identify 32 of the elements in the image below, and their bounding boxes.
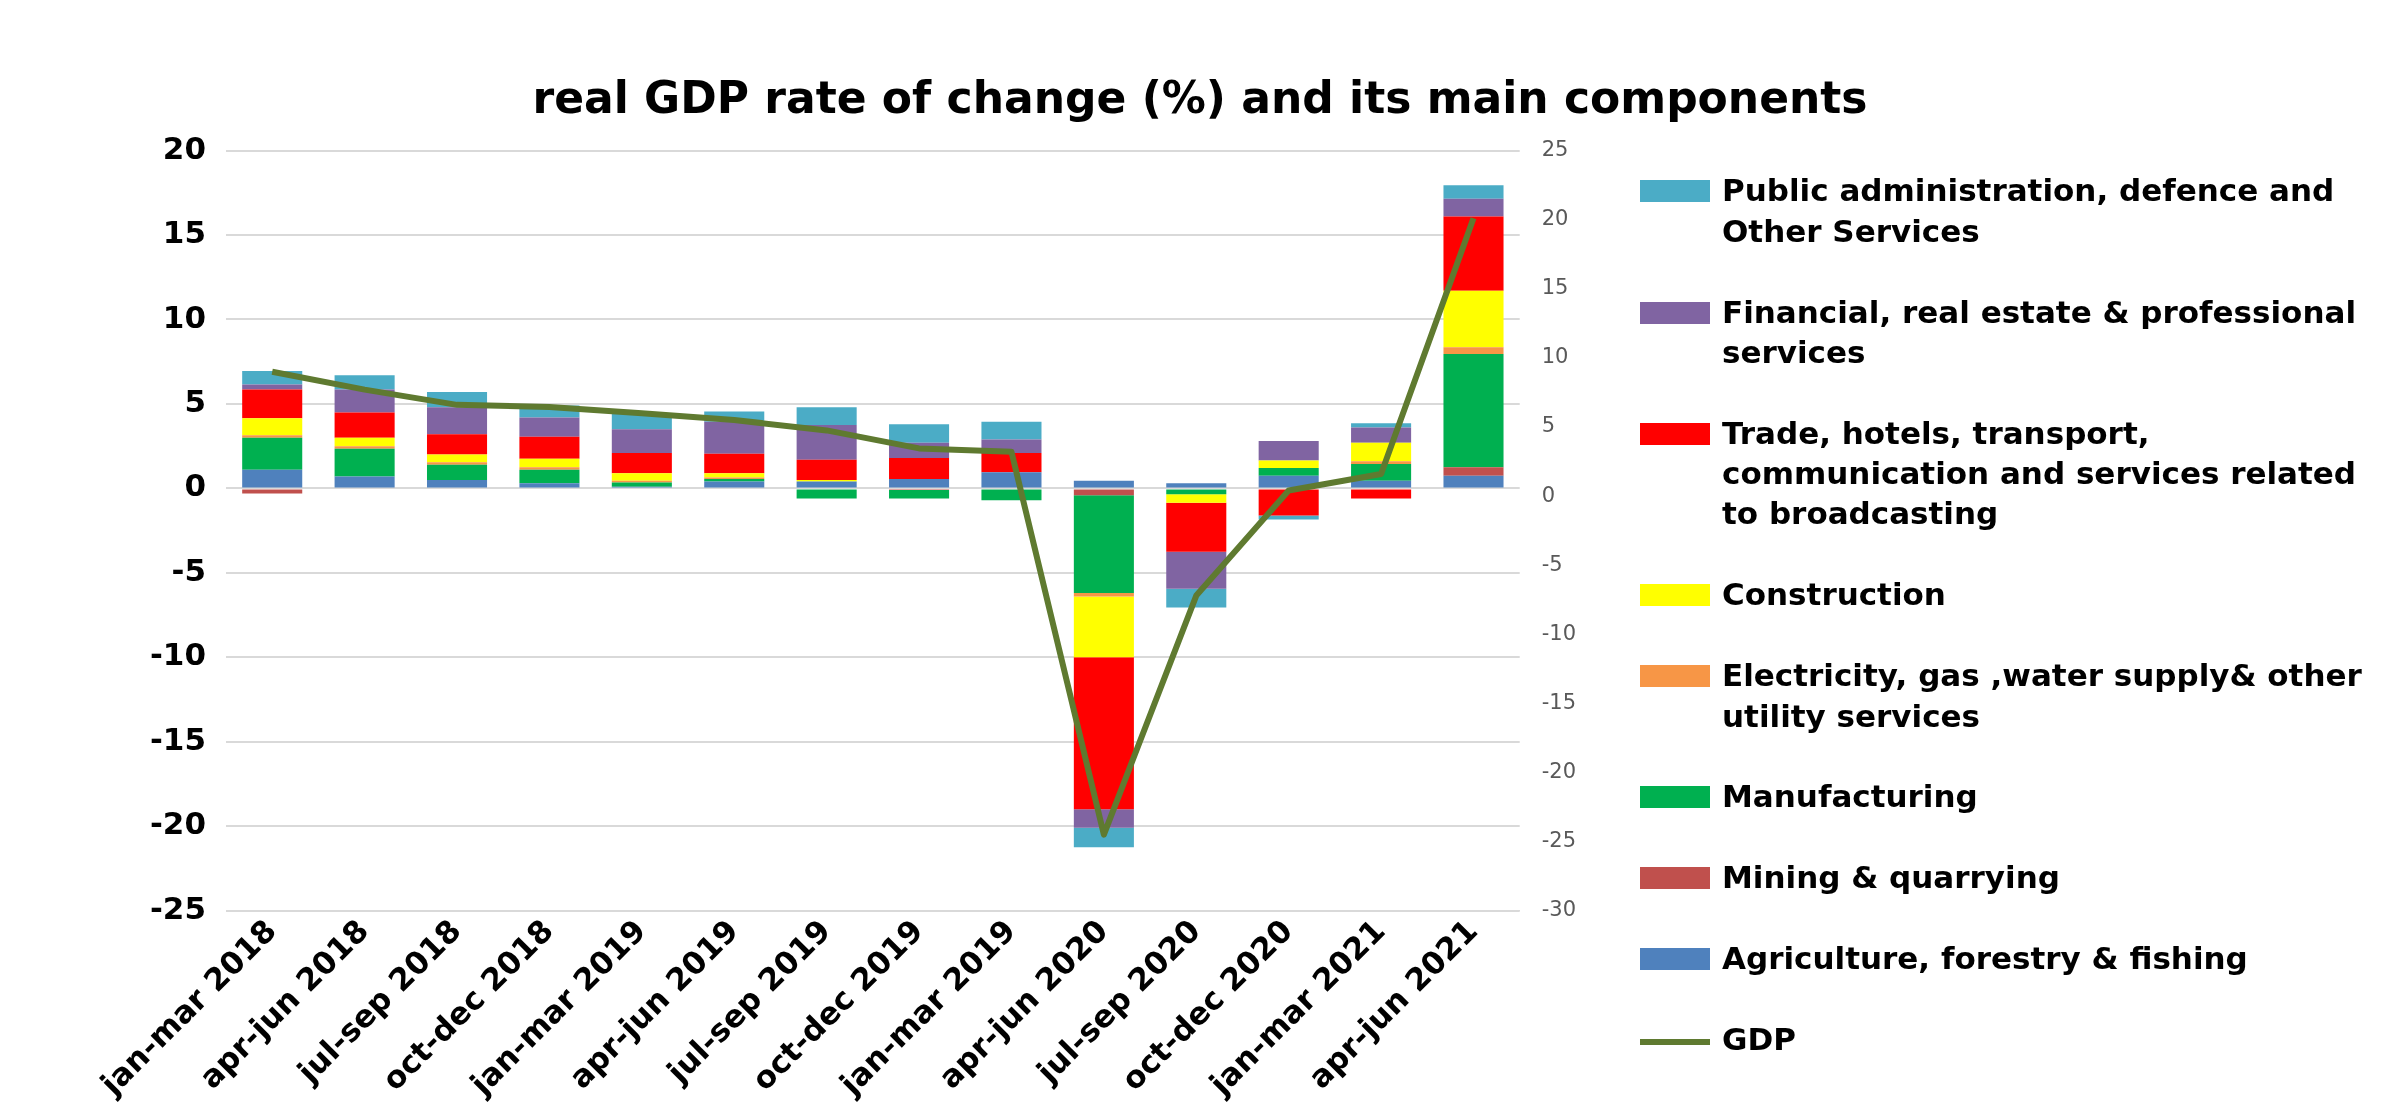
y2-tick-label: -15 (1541, 689, 1577, 714)
legend-label: Public administration, defence and Other Services (1722, 171, 2336, 251)
y2-tick-label: -30 (1541, 897, 1577, 922)
y2-tick-label: 15 (1541, 275, 1569, 300)
legend-label: GDP (1722, 1020, 1796, 1060)
legend-label: Manufacturing (1722, 777, 1978, 817)
y2-tick-label: 20 (1541, 206, 1569, 231)
y-tick-label: -15 (149, 720, 207, 757)
legend-label: Construction (1722, 575, 1946, 615)
y-tick-label: -25 (149, 889, 207, 926)
y2-tick-label: -10 (1541, 620, 1577, 645)
y-tick-label: 10 (162, 298, 207, 335)
y2-tick-label: 0 (1541, 482, 1556, 507)
y-tick-label: 15 (162, 214, 207, 251)
legend-label: Mining & quarrying (1722, 858, 2060, 898)
y-tick-label: 5 (184, 382, 207, 419)
chart-title: real GDP rate of change (%) and its main components (531, 72, 1869, 123)
y2-tick-label: -25 (1541, 827, 1577, 852)
y-tick-label: 0 (184, 467, 207, 504)
y-tick-label: -20 (149, 805, 207, 842)
y2-tick-label: 10 (1541, 344, 1569, 369)
legend-label: Agriculture, forestry & fishing (1722, 939, 2248, 979)
y-tick-label: -10 (149, 636, 207, 673)
legend-label: Financial, real estate & professional services (1722, 292, 2358, 372)
y-tick-label: 20 (162, 129, 207, 166)
y-tick-label: -5 (171, 551, 207, 588)
legend-label: Trade, hotels, transport, communication and services related to broadcasting (1722, 413, 2358, 534)
y2-tick-label: -5 (1541, 551, 1563, 576)
y2-tick-label: 5 (1541, 413, 1556, 438)
y2-tick-label: -20 (1541, 758, 1577, 783)
y2-tick-label: 25 (1541, 137, 1569, 162)
legend-label: Electricity, gas ,water supply& other utility services (1722, 656, 2363, 736)
